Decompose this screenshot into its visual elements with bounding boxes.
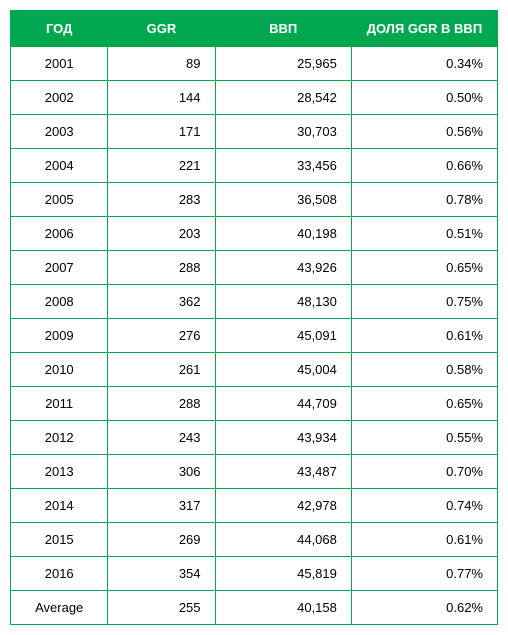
cell-year: 2015 (11, 523, 108, 557)
data-table: ГОД GGR ВВП ДОЛЯ GGR В ВВП 20018925,9650… (10, 10, 498, 625)
cell-share: 0.61% (351, 523, 497, 557)
cell-ggr: 203 (108, 217, 215, 251)
table-row: 201128844,7090.65% (11, 387, 498, 421)
data-table-container: ГОД GGR ВВП ДОЛЯ GGR В ВВП 20018925,9650… (10, 10, 498, 625)
cell-gdp: 42,978 (215, 489, 351, 523)
cell-share: 0.70% (351, 455, 497, 489)
cell-share: 0.58% (351, 353, 497, 387)
cell-share: 0.77% (351, 557, 497, 591)
cell-year: 2007 (11, 251, 108, 285)
cell-share: 0.51% (351, 217, 497, 251)
cell-ggr: 306 (108, 455, 215, 489)
cell-share: 0.78% (351, 183, 497, 217)
table-row: 200214428,5420.50% (11, 81, 498, 115)
column-header-gdp: ВВП (215, 11, 351, 47)
cell-gdp: 43,487 (215, 455, 351, 489)
cell-year: 2014 (11, 489, 108, 523)
column-header-ggr: GGR (108, 11, 215, 47)
cell-year: 2011 (11, 387, 108, 421)
cell-gdp: 40,158 (215, 591, 351, 625)
cell-gdp: 48,130 (215, 285, 351, 319)
cell-share: 0.65% (351, 251, 497, 285)
table-header-row: ГОД GGR ВВП ДОЛЯ GGR В ВВП (11, 11, 498, 47)
cell-gdp: 43,934 (215, 421, 351, 455)
table-row: 200728843,9260.65% (11, 251, 498, 285)
table-row: 200422133,4560.66% (11, 149, 498, 183)
cell-share: 0.75% (351, 285, 497, 319)
cell-share: 0.66% (351, 149, 497, 183)
cell-year: 2008 (11, 285, 108, 319)
cell-share: 0.74% (351, 489, 497, 523)
cell-gdp: 45,091 (215, 319, 351, 353)
cell-gdp: 44,709 (215, 387, 351, 421)
cell-year: 2012 (11, 421, 108, 455)
cell-gdp: 25,965 (215, 47, 351, 81)
cell-year: 2004 (11, 149, 108, 183)
table-row: 200836248,1300.75% (11, 285, 498, 319)
cell-ggr: 317 (108, 489, 215, 523)
cell-gdp: 30,703 (215, 115, 351, 149)
column-header-share: ДОЛЯ GGR В ВВП (351, 11, 497, 47)
table-row: 200317130,7030.56% (11, 115, 498, 149)
cell-year: 2003 (11, 115, 108, 149)
cell-ggr: 243 (108, 421, 215, 455)
table-row: 201330643,4870.70% (11, 455, 498, 489)
cell-year: 2013 (11, 455, 108, 489)
cell-gdp: 45,004 (215, 353, 351, 387)
table-row: 201224343,9340.55% (11, 421, 498, 455)
cell-ggr: 89 (108, 47, 215, 81)
cell-ggr: 144 (108, 81, 215, 115)
cell-share: 0.50% (351, 81, 497, 115)
table-row: 201526944,0680.61% (11, 523, 498, 557)
cell-share: 0.34% (351, 47, 497, 81)
cell-ggr: 362 (108, 285, 215, 319)
cell-ggr: 255 (108, 591, 215, 625)
cell-share: 0.62% (351, 591, 497, 625)
cell-ggr: 276 (108, 319, 215, 353)
table-row: 20018925,9650.34% (11, 47, 498, 81)
cell-gdp: 36,508 (215, 183, 351, 217)
cell-gdp: 43,926 (215, 251, 351, 285)
table-body: 20018925,9650.34%200214428,5420.50%20031… (11, 47, 498, 625)
cell-ggr: 288 (108, 387, 215, 421)
table-row: 201431742,9780.74% (11, 489, 498, 523)
table-row: 201635445,8190.77% (11, 557, 498, 591)
cell-year: 2016 (11, 557, 108, 591)
cell-year: 2006 (11, 217, 108, 251)
cell-ggr: 261 (108, 353, 215, 387)
table-row: 200528336,5080.78% (11, 183, 498, 217)
cell-share: 0.55% (351, 421, 497, 455)
cell-ggr: 171 (108, 115, 215, 149)
cell-share: 0.61% (351, 319, 497, 353)
table-row: 201026145,0040.58% (11, 353, 498, 387)
cell-year: 2001 (11, 47, 108, 81)
cell-year: Average (11, 591, 108, 625)
cell-year: 2002 (11, 81, 108, 115)
column-header-year: ГОД (11, 11, 108, 47)
cell-ggr: 288 (108, 251, 215, 285)
table-row: Average25540,1580.62% (11, 591, 498, 625)
cell-share: 0.56% (351, 115, 497, 149)
cell-year: 2009 (11, 319, 108, 353)
cell-share: 0.65% (351, 387, 497, 421)
cell-ggr: 269 (108, 523, 215, 557)
cell-gdp: 44,068 (215, 523, 351, 557)
cell-gdp: 28,542 (215, 81, 351, 115)
cell-gdp: 33,456 (215, 149, 351, 183)
cell-ggr: 221 (108, 149, 215, 183)
cell-year: 2005 (11, 183, 108, 217)
cell-ggr: 283 (108, 183, 215, 217)
table-row: 200927645,0910.61% (11, 319, 498, 353)
cell-ggr: 354 (108, 557, 215, 591)
cell-gdp: 40,198 (215, 217, 351, 251)
cell-gdp: 45,819 (215, 557, 351, 591)
cell-year: 2010 (11, 353, 108, 387)
table-row: 200620340,1980.51% (11, 217, 498, 251)
